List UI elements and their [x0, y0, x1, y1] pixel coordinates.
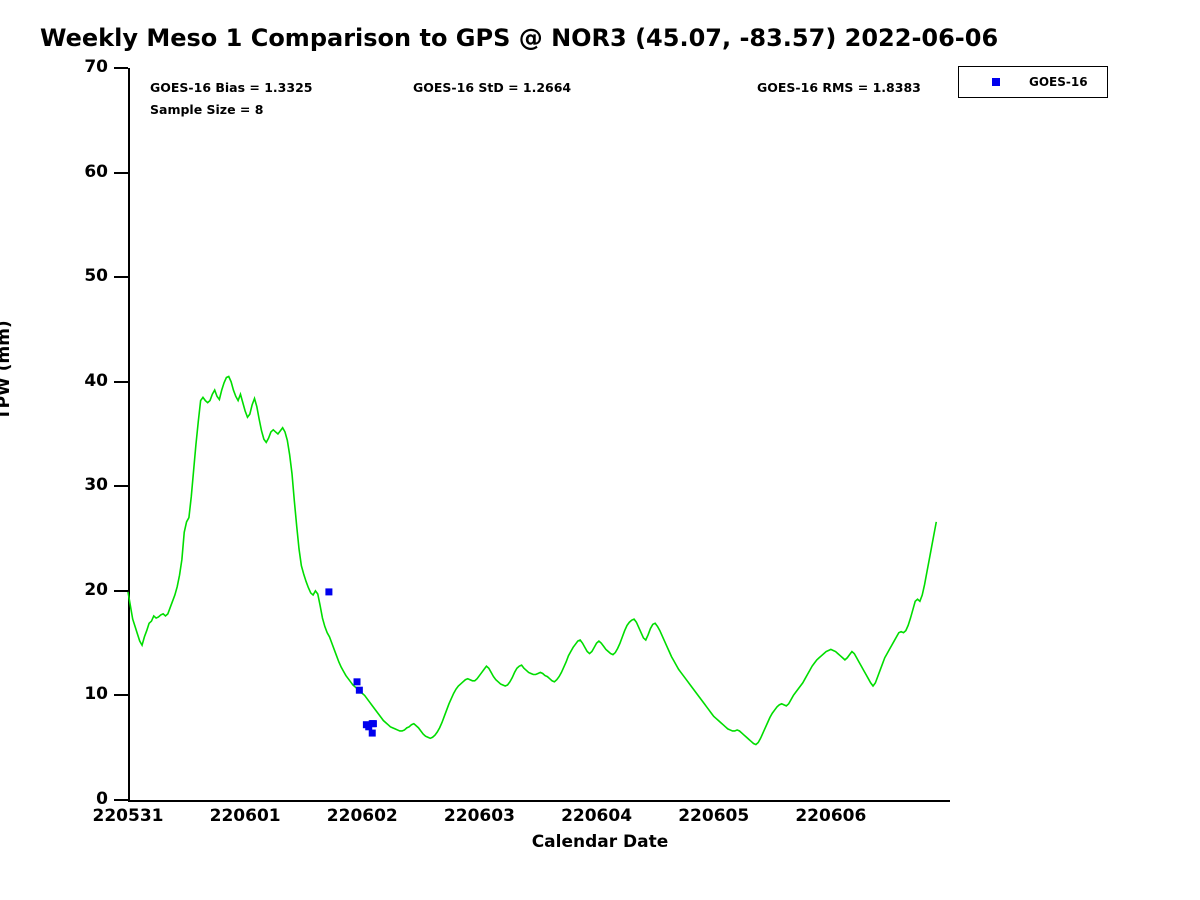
gps-line	[127, 375, 938, 746]
y-axis-line	[128, 68, 130, 802]
y-tick	[114, 171, 128, 174]
legend-label-goes16: GOES-16	[1029, 75, 1088, 89]
stat-std: GOES-16 StD = 1.2664	[413, 80, 572, 95]
stat-rms: GOES-16 RMS = 1.8383	[757, 80, 921, 95]
y-tick	[114, 694, 128, 697]
x-tick-label: 220601	[209, 806, 281, 826]
y-tick-label: 0	[96, 789, 108, 809]
goes16-data-point	[368, 729, 376, 737]
y-tick	[114, 485, 128, 488]
goes16-data-point	[325, 588, 333, 596]
goes16-data-point	[353, 678, 361, 686]
y-tick-label: 20	[84, 579, 108, 600]
x-tick-label: 220604	[561, 806, 633, 826]
y-tick	[114, 380, 128, 383]
y-tick	[114, 799, 128, 801]
stat-bias: GOES-16 Bias = 1.3325	[150, 80, 313, 95]
goes16-data-point	[365, 723, 373, 731]
legend: GOES-16	[958, 66, 1108, 98]
data-series	[127, 375, 938, 746]
plot-area	[127, 68, 948, 800]
y-tick-label: 50	[84, 266, 108, 287]
x-tick-label: 220603	[443, 806, 515, 826]
x-axis-title: Calendar Date	[531, 832, 669, 852]
y-tick-label: 10	[84, 684, 108, 705]
y-tick	[114, 67, 128, 69]
y-tick	[114, 589, 128, 592]
x-tick-label: 220606	[795, 806, 867, 826]
y-tick-label: 40	[84, 370, 108, 391]
x-tick-label: 220602	[326, 806, 398, 826]
legend-marker-goes16	[992, 78, 1000, 86]
y-tick-label: 30	[84, 475, 108, 496]
y-tick-label: 70	[84, 57, 108, 77]
x-axis-line	[128, 800, 950, 802]
y-tick	[114, 276, 128, 279]
stat-sample-size: Sample Size = 8	[150, 102, 264, 117]
y-tick-label: 60	[84, 161, 108, 182]
x-tick-label: 220605	[678, 806, 750, 826]
x-tick-label: 220531	[92, 806, 164, 826]
goes16-data-point	[369, 720, 377, 728]
page-title: Weekly Meso 1 Comparison to GPS @ NOR3 (…	[40, 24, 999, 52]
goes16-data-point	[355, 686, 363, 694]
y-axis-title: TPW (mm)	[0, 320, 14, 420]
